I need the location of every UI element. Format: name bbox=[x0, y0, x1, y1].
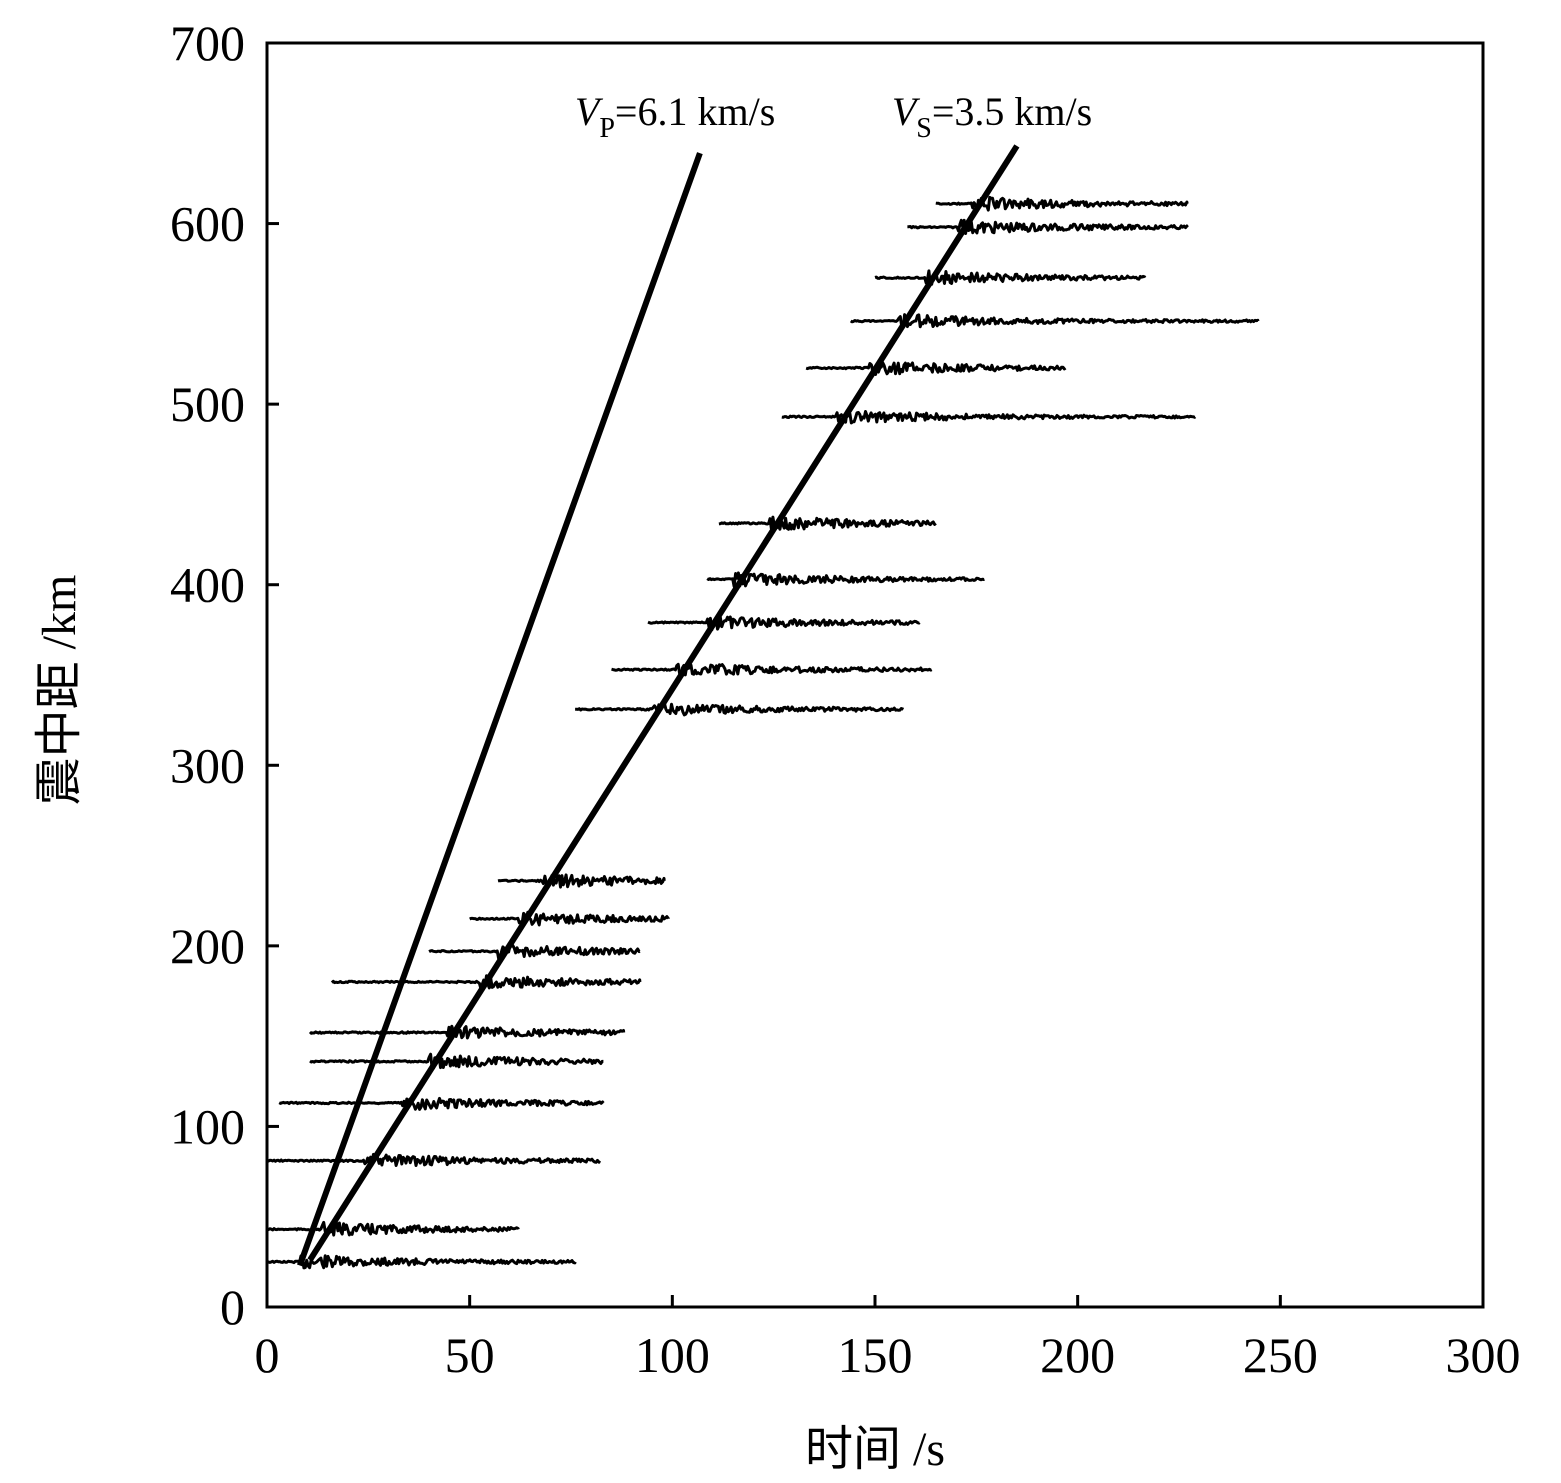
label-symbol: V bbox=[575, 89, 604, 134]
seismogram-trace bbox=[575, 701, 905, 717]
velocity-line bbox=[297, 152, 703, 1267]
seismogram-trace bbox=[874, 269, 1147, 286]
velocity-line bbox=[307, 144, 1020, 1262]
x-tick-label: 250 bbox=[1243, 1327, 1318, 1383]
label-value: =6.1 km/s bbox=[615, 89, 775, 134]
velocity-label: VP=6.1 km/s bbox=[575, 89, 775, 144]
seismogram-trace bbox=[849, 313, 1260, 329]
velocity-label: VS=3.5 km/s bbox=[892, 89, 1092, 144]
label-symbol: V bbox=[892, 89, 921, 134]
seismogram-trace bbox=[907, 218, 1189, 235]
seismogram-trace bbox=[611, 662, 933, 678]
y-tick-label: 200 bbox=[170, 918, 245, 974]
y-tick-label: 300 bbox=[170, 737, 245, 793]
plot-frame bbox=[265, 41, 1485, 1309]
x-tick-label: 200 bbox=[1040, 1327, 1115, 1383]
y-tick-label: 100 bbox=[170, 1098, 245, 1154]
seismogram-trace bbox=[706, 571, 986, 588]
seismogram-trace bbox=[647, 615, 921, 632]
seismogram-trace bbox=[308, 1024, 626, 1040]
seismogram-trace bbox=[718, 515, 937, 531]
seismogram-trace bbox=[497, 873, 666, 889]
label-subscript: S bbox=[916, 113, 932, 144]
x-tick-label: 50 bbox=[445, 1327, 495, 1383]
seismogram-trace bbox=[935, 195, 1189, 212]
seismogram-trace bbox=[469, 910, 670, 927]
seismogram-trace bbox=[428, 944, 641, 960]
y-tick-label: 0 bbox=[220, 1279, 245, 1335]
x-tick-label: 100 bbox=[635, 1327, 710, 1383]
label-subscript: P bbox=[599, 113, 615, 144]
y-axis-title: 震中距 /km bbox=[33, 575, 86, 806]
seismogram-trace bbox=[266, 1152, 601, 1167]
x-tick-label: 0 bbox=[255, 1327, 280, 1383]
x-tick-label: 150 bbox=[838, 1327, 913, 1383]
x-axis-title: 时间 /s bbox=[805, 1423, 945, 1476]
y-tick-label: 500 bbox=[170, 376, 245, 432]
label-value: =3.5 km/s bbox=[932, 89, 1092, 134]
seismogram-trace bbox=[781, 409, 1197, 425]
y-tick-label: 600 bbox=[170, 196, 245, 252]
y-tick-label: 400 bbox=[170, 557, 245, 613]
x-tick-label: 300 bbox=[1446, 1327, 1521, 1383]
seismogram-trace bbox=[330, 974, 642, 990]
seismogram-trace bbox=[266, 1220, 520, 1237]
seismogram-trace bbox=[278, 1096, 605, 1111]
y-tick-label: 700 bbox=[170, 15, 245, 71]
seismogram-trace bbox=[266, 1254, 577, 1270]
seismogram-trace bbox=[309, 1052, 604, 1070]
seismogram-trace bbox=[805, 361, 1067, 376]
